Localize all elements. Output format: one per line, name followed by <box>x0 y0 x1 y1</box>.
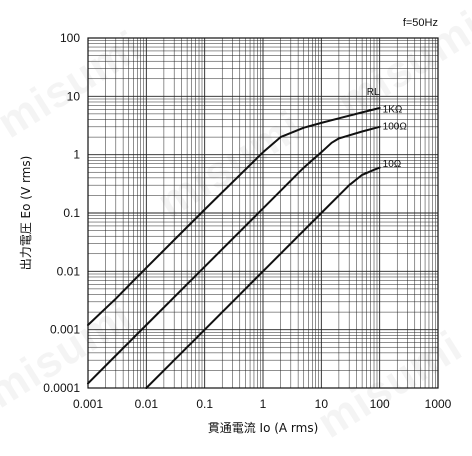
y-tick-label: 0.001 <box>50 323 80 337</box>
x-tick-label: 1 <box>260 397 267 411</box>
series-group <box>87 107 381 389</box>
x-tick-label: 1000 <box>425 397 452 411</box>
grid <box>87 38 438 389</box>
series-label-1: 100Ω <box>383 121 408 132</box>
plot-frame <box>87 37 439 389</box>
y-tick-label: 100 <box>60 31 80 45</box>
y-tick-label: 0.0001 <box>43 381 80 395</box>
legend-title: RL <box>367 87 380 98</box>
x-tick-label: 100 <box>370 397 390 411</box>
series-labels: 1KΩ 100Ω 10Ω <box>383 105 408 171</box>
series-line-2 <box>145 166 381 389</box>
y-tick-label: 0.01 <box>57 264 81 278</box>
x-axis-title: 貫通電流 Io (A rms) <box>208 421 319 435</box>
series-label-2: 10Ω <box>383 159 402 170</box>
x-tick-label: 0.1 <box>196 397 213 411</box>
y-tick-label: 1 <box>73 148 80 162</box>
series-line-0 <box>87 107 381 326</box>
x-axis-ticks: 0.001 0.01 0.1 1 10 100 1000 <box>73 397 452 411</box>
x-tick-label: 10 <box>315 397 329 411</box>
y-axis-title: 出力電圧 Eo (V rms) <box>19 156 33 271</box>
y-tick-label: 10 <box>67 89 81 103</box>
series-line-1 <box>87 125 381 385</box>
frequency-annotation: f=50Hz <box>403 17 438 29</box>
y-axis-ticks: 0.0001 0.001 0.01 0.1 1 10 100 <box>43 31 80 395</box>
x-tick-label: 0.01 <box>135 397 159 411</box>
x-tick-label: 0.001 <box>73 397 103 411</box>
series-label-0: 1KΩ <box>383 105 403 116</box>
y-tick-label: 0.1 <box>63 206 80 220</box>
